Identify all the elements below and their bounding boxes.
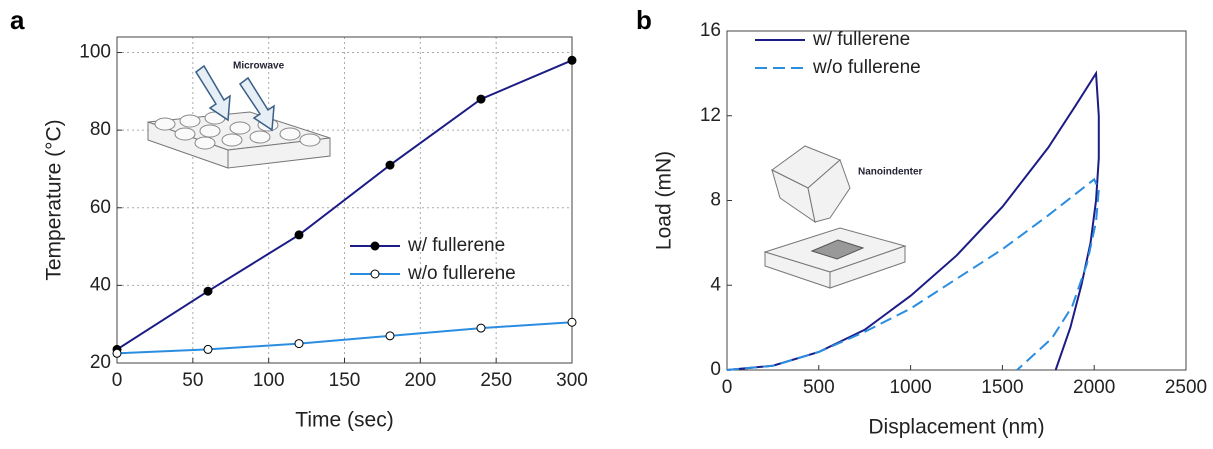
series-line xyxy=(726,70,1100,371)
legend-label: w/ fullerene xyxy=(407,235,505,256)
y-axis-title: Temperature (°C) xyxy=(43,119,66,280)
x-tick-label: 0 xyxy=(112,370,123,391)
x-tick-label: 2500 xyxy=(1165,377,1207,398)
panel-label: b xyxy=(636,5,652,35)
point xyxy=(476,94,486,104)
point xyxy=(385,160,395,170)
microwave-inset: Microwave xyxy=(147,61,331,169)
x-axis-title: Time (sec) xyxy=(295,409,393,432)
chart-panel: a 20 40 60 80 100 0 50 100 150 200 250 300 Time (sec)… xyxy=(10,5,588,432)
y-tick-label: 0 xyxy=(710,359,721,380)
y-axis-title: Load (mN) xyxy=(653,151,676,250)
x-tick-label: 1500 xyxy=(981,377,1023,398)
series-line xyxy=(116,321,573,355)
x-tick-label: 0 xyxy=(722,377,733,398)
point xyxy=(385,331,395,341)
y-tick-label: 100 xyxy=(79,42,111,63)
legend-marker xyxy=(370,241,380,251)
x-tick-label: 250 xyxy=(480,370,512,391)
x-tick-label: 2000 xyxy=(1073,377,1115,398)
plot-frame xyxy=(116,36,573,364)
y-tick-label: 12 xyxy=(700,105,721,126)
y-tick-label: 4 xyxy=(710,274,721,295)
inset-label: Nanoindenter xyxy=(858,167,923,178)
x-tick-label: 300 xyxy=(556,370,588,391)
y-tick-label: 16 xyxy=(700,20,721,41)
y-tick-label: 20 xyxy=(90,352,111,373)
nanoindenter-inset: Nanoindenter xyxy=(763,145,923,289)
panel-label: a xyxy=(10,5,25,35)
point xyxy=(203,344,213,354)
x-tick-label: 150 xyxy=(329,370,361,391)
x-tick-label: 1000 xyxy=(889,377,931,398)
legend-label: w/ fullerene xyxy=(812,29,910,50)
point xyxy=(294,339,304,349)
point xyxy=(203,286,213,296)
legend-marker xyxy=(370,269,380,279)
y-tick-label: 80 xyxy=(90,119,111,140)
x-tick-label: 100 xyxy=(253,370,285,391)
y-tick-label: 8 xyxy=(710,190,721,211)
point xyxy=(567,317,577,327)
x-axis-title: Displacement (nm) xyxy=(868,416,1044,439)
point xyxy=(112,348,122,358)
point xyxy=(294,230,304,240)
y-tick-label: 60 xyxy=(90,197,111,218)
series-line xyxy=(116,59,573,351)
legend-label: w/o fullerene xyxy=(812,57,921,78)
chart-panel: b 0 4 8 12 16 0 500 1000 1500 2000 2500 Displacement… xyxy=(636,5,1207,439)
x-tick-label: 500 xyxy=(803,377,835,398)
point xyxy=(567,55,577,65)
plot-frame xyxy=(726,30,1187,371)
x-tick-label: 50 xyxy=(182,370,203,391)
legend-label: w/o fullerene xyxy=(407,263,516,284)
x-tick-label: 200 xyxy=(404,370,436,391)
point xyxy=(476,323,486,333)
series-line xyxy=(726,177,1100,371)
inset-label: Microwave xyxy=(233,61,285,72)
y-tick-label: 40 xyxy=(90,274,111,295)
